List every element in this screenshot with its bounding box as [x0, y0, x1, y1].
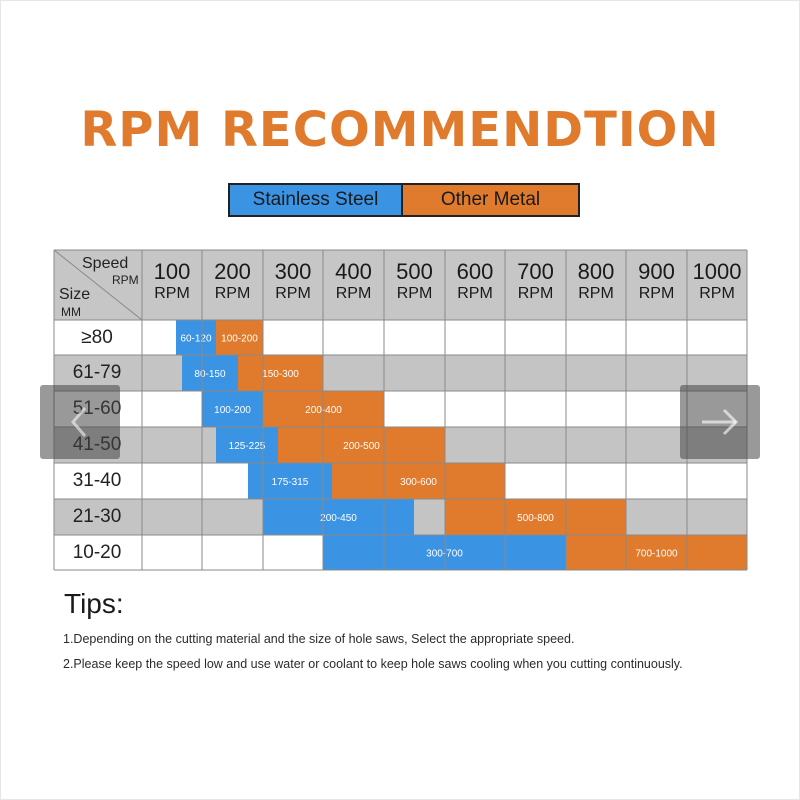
column-speed-unit: RPM — [214, 285, 251, 302]
column-speed-value: 100 — [153, 259, 191, 284]
row-size-label: 31-40 — [72, 470, 122, 491]
other-metal-bar — [332, 463, 505, 499]
column-header: 1000 RPM — [687, 261, 747, 302]
other-metal-bar — [566, 535, 747, 570]
stainless-bar — [216, 427, 278, 463]
column-speed-value: 900 — [638, 259, 675, 284]
column-speed-value: 200 — [214, 259, 251, 284]
stainless-bar — [248, 463, 332, 499]
other-metal-range-label: 100-200 — [221, 334, 258, 345]
column-header: 700 RPM — [505, 261, 566, 302]
legend-other-metal: Other Metal — [403, 185, 578, 215]
column-speed-unit: RPM — [275, 285, 311, 302]
row-size-label: 61-79 — [72, 362, 122, 383]
column-header: 200 RPM — [202, 261, 263, 302]
column-speed-unit: RPM — [335, 285, 372, 302]
column-speed-unit: RPM — [396, 285, 433, 302]
row-size-label: ≥80 — [81, 327, 113, 348]
legend: Stainless Steel Other Metal — [228, 183, 580, 217]
column-speed-value: 600 — [456, 259, 494, 284]
table-row — [54, 391, 747, 427]
stainless-bar — [202, 391, 263, 427]
prev-button[interactable] — [40, 385, 120, 459]
column-header: 100 RPM — [142, 261, 202, 302]
table-header-bg — [54, 250, 747, 320]
column-header: 300 RPM — [263, 261, 323, 302]
column-speed-unit: RPM — [578, 285, 614, 302]
row-size-label: 21-30 — [72, 506, 122, 527]
stainless-range-label: 175-315 — [272, 477, 309, 488]
other-metal-range-label: 200-400 — [305, 405, 342, 416]
column-header: 800 RPM — [566, 261, 626, 302]
other-metal-range-label: 500-800 — [517, 513, 554, 524]
header-size: Size — [59, 286, 91, 303]
arrow-right-icon — [702, 408, 739, 436]
row-size-label: 10-20 — [72, 542, 122, 563]
stainless-range-label: 125-225 — [229, 441, 266, 452]
table-row — [54, 320, 747, 355]
stainless-bar — [263, 499, 414, 535]
chevron-left-icon — [71, 407, 87, 437]
legend-stainless: Stainless Steel — [230, 185, 403, 215]
stainless-range-label: 100-200 — [214, 405, 251, 416]
header-mm: MM — [61, 305, 81, 319]
column-speed-unit: RPM — [154, 285, 190, 302]
other-metal-range-label: 150-300 — [262, 369, 299, 380]
other-metal-bar — [445, 499, 626, 535]
stainless-range-label: 60-120 — [180, 334, 212, 345]
column-header: 600 RPM — [445, 261, 505, 302]
stainless-range-label: 200-450 — [320, 513, 357, 524]
header-rpm: RPM — [112, 273, 139, 287]
other-metal-bar — [216, 320, 263, 355]
other-metal-bar — [278, 427, 445, 463]
tip-1: 1.Depending on the cutting material and … — [63, 632, 575, 646]
other-metal-range-label: 700-1000 — [635, 549, 678, 560]
column-speed-unit: RPM — [457, 285, 493, 302]
column-speed-value: 700 — [517, 259, 554, 284]
header-speed: Speed — [82, 255, 129, 272]
column-header: 500 RPM — [384, 261, 445, 302]
page-title: RPM RECOMMENDTION — [80, 102, 720, 158]
stainless-bar — [182, 355, 238, 391]
column-header: 900 RPM — [626, 261, 687, 302]
other-metal-range-label: 200-500 — [343, 441, 380, 452]
corner-diagonal — [53, 249, 143, 321]
column-speed-value: 300 — [274, 259, 312, 284]
column-speed-unit: RPM — [699, 285, 735, 302]
column-speed-value: 500 — [396, 259, 433, 284]
stainless-bar — [176, 320, 216, 355]
column-speed-value: 1000 — [692, 259, 742, 284]
tip-2: 2.Please keep the speed low and use wate… — [63, 657, 683, 671]
column-speed-value: 800 — [577, 259, 615, 284]
other-metal-range-label: 300-600 — [400, 477, 437, 488]
other-metal-bar — [238, 355, 323, 391]
column-speed-value: 400 — [335, 259, 372, 284]
tips-heading: Tips: — [64, 588, 124, 619]
column-speed-unit: RPM — [517, 285, 554, 302]
column-header: 400 RPM — [323, 261, 384, 302]
table-row — [54, 355, 747, 391]
stainless-range-label: 80-150 — [194, 369, 226, 380]
column-speed-unit: RPM — [638, 285, 675, 302]
next-button[interactable] — [680, 385, 760, 459]
